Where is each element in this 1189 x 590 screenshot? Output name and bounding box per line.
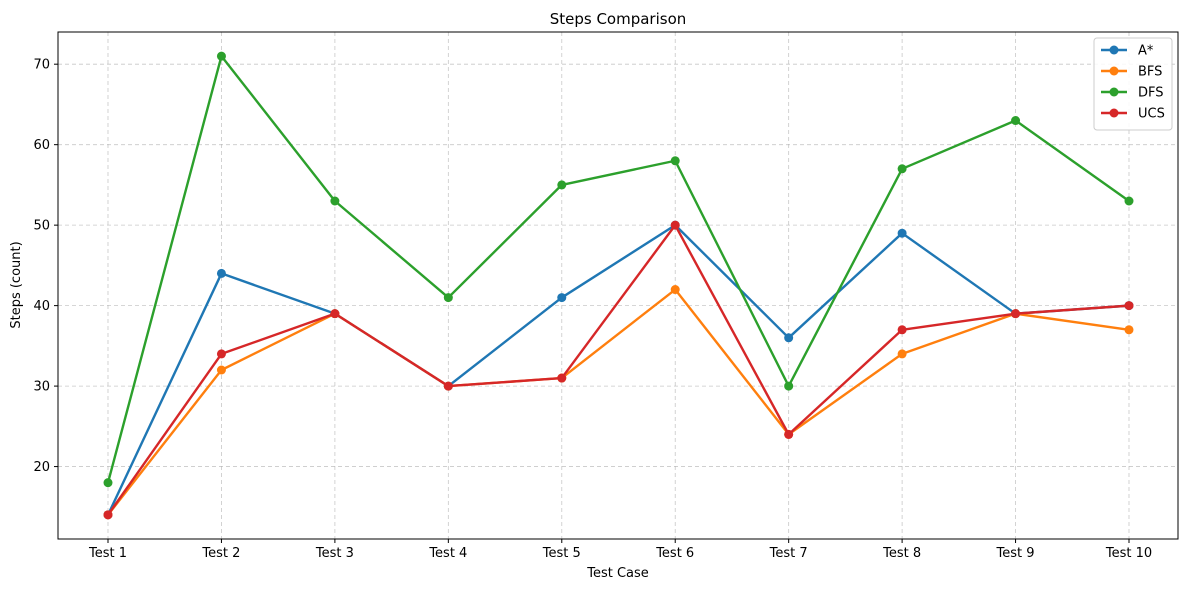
- data-point: [443, 381, 453, 391]
- x-tick-label: Test 8: [882, 546, 921, 561]
- data-point: [1011, 309, 1021, 319]
- legend-label: DFS: [1138, 86, 1164, 101]
- y-tick-label: 60: [33, 138, 50, 153]
- data-point: [784, 381, 794, 391]
- data-point: [1011, 116, 1021, 126]
- data-point: [1124, 301, 1134, 311]
- data-point: [557, 180, 567, 190]
- data-point: [216, 268, 226, 278]
- legend-item: DFS: [1101, 86, 1164, 101]
- data-point: [784, 333, 794, 343]
- series-line: [106, 223, 1130, 516]
- ticks: Test 1 Test 2 Test 3 Test 4 Test 5 Test 6 Test…: [33, 58, 1152, 561]
- legend-item: BFS: [1101, 65, 1162, 80]
- x-tick-label: Test 9: [996, 546, 1035, 561]
- series-dfs: [103, 51, 1134, 488]
- legend-label: BFS: [1138, 65, 1162, 80]
- data-point: [216, 349, 226, 359]
- data-point: [1124, 325, 1134, 335]
- data-point: [103, 510, 113, 520]
- legend-swatch-marker: [1109, 45, 1119, 55]
- x-tick-label: Test 10: [1105, 546, 1152, 561]
- data-point: [443, 293, 453, 303]
- legend-box: [1093, 37, 1173, 131]
- data-point: [557, 293, 567, 303]
- y-tick-label: 40: [33, 299, 50, 314]
- series-layer: [103, 51, 1134, 520]
- plot-area-frame: [57, 31, 1179, 540]
- chart-title: Steps Comparison: [550, 10, 687, 28]
- x-axis-label: Test Case: [586, 566, 649, 581]
- x-tick-label: Test 1: [88, 546, 127, 561]
- y-tick-label: 30: [33, 380, 50, 395]
- legend-item: UCS: [1101, 107, 1165, 122]
- data-point: [897, 349, 907, 359]
- legend-swatch-marker: [1109, 87, 1119, 97]
- data-point: [670, 220, 680, 230]
- data-point: [103, 478, 113, 488]
- legend-swatch-marker: [1109, 66, 1119, 76]
- x-tick-label: Test 6: [655, 546, 694, 561]
- x-tick-label: Test 3: [315, 546, 354, 561]
- legend-label: A*: [1138, 44, 1154, 59]
- data-point: [670, 285, 680, 295]
- data-point: [897, 164, 907, 174]
- data-point: [670, 156, 680, 166]
- data-point: [784, 429, 794, 439]
- data-point: [557, 373, 567, 383]
- series-line: [106, 54, 1130, 483]
- series-ucs: [103, 220, 1134, 520]
- legend-swatch-marker: [1109, 108, 1119, 118]
- y-tick-label: 70: [33, 58, 50, 73]
- legend-item: A*: [1101, 44, 1154, 59]
- y-tick-label: 20: [33, 460, 50, 475]
- x-tick-label: Test 7: [769, 546, 808, 561]
- legend-label: UCS: [1138, 107, 1165, 122]
- x-tick-label: Test 4: [428, 546, 467, 561]
- y-tick-label: 50: [33, 219, 50, 234]
- data-point: [1124, 196, 1134, 206]
- data-point: [897, 228, 907, 238]
- data-point: [216, 51, 226, 61]
- data-point: [330, 309, 340, 319]
- legend: A* BFS DFS UCS: [1093, 37, 1173, 131]
- series-line: [107, 223, 1130, 516]
- x-tick-label: Test 5: [542, 546, 581, 561]
- series-line: [107, 288, 1130, 516]
- data-point: [330, 196, 340, 206]
- y-axis-label: Steps (count): [9, 241, 24, 328]
- data-point: [897, 325, 907, 335]
- x-tick-label: Test 2: [201, 546, 240, 561]
- data-point: [216, 365, 226, 375]
